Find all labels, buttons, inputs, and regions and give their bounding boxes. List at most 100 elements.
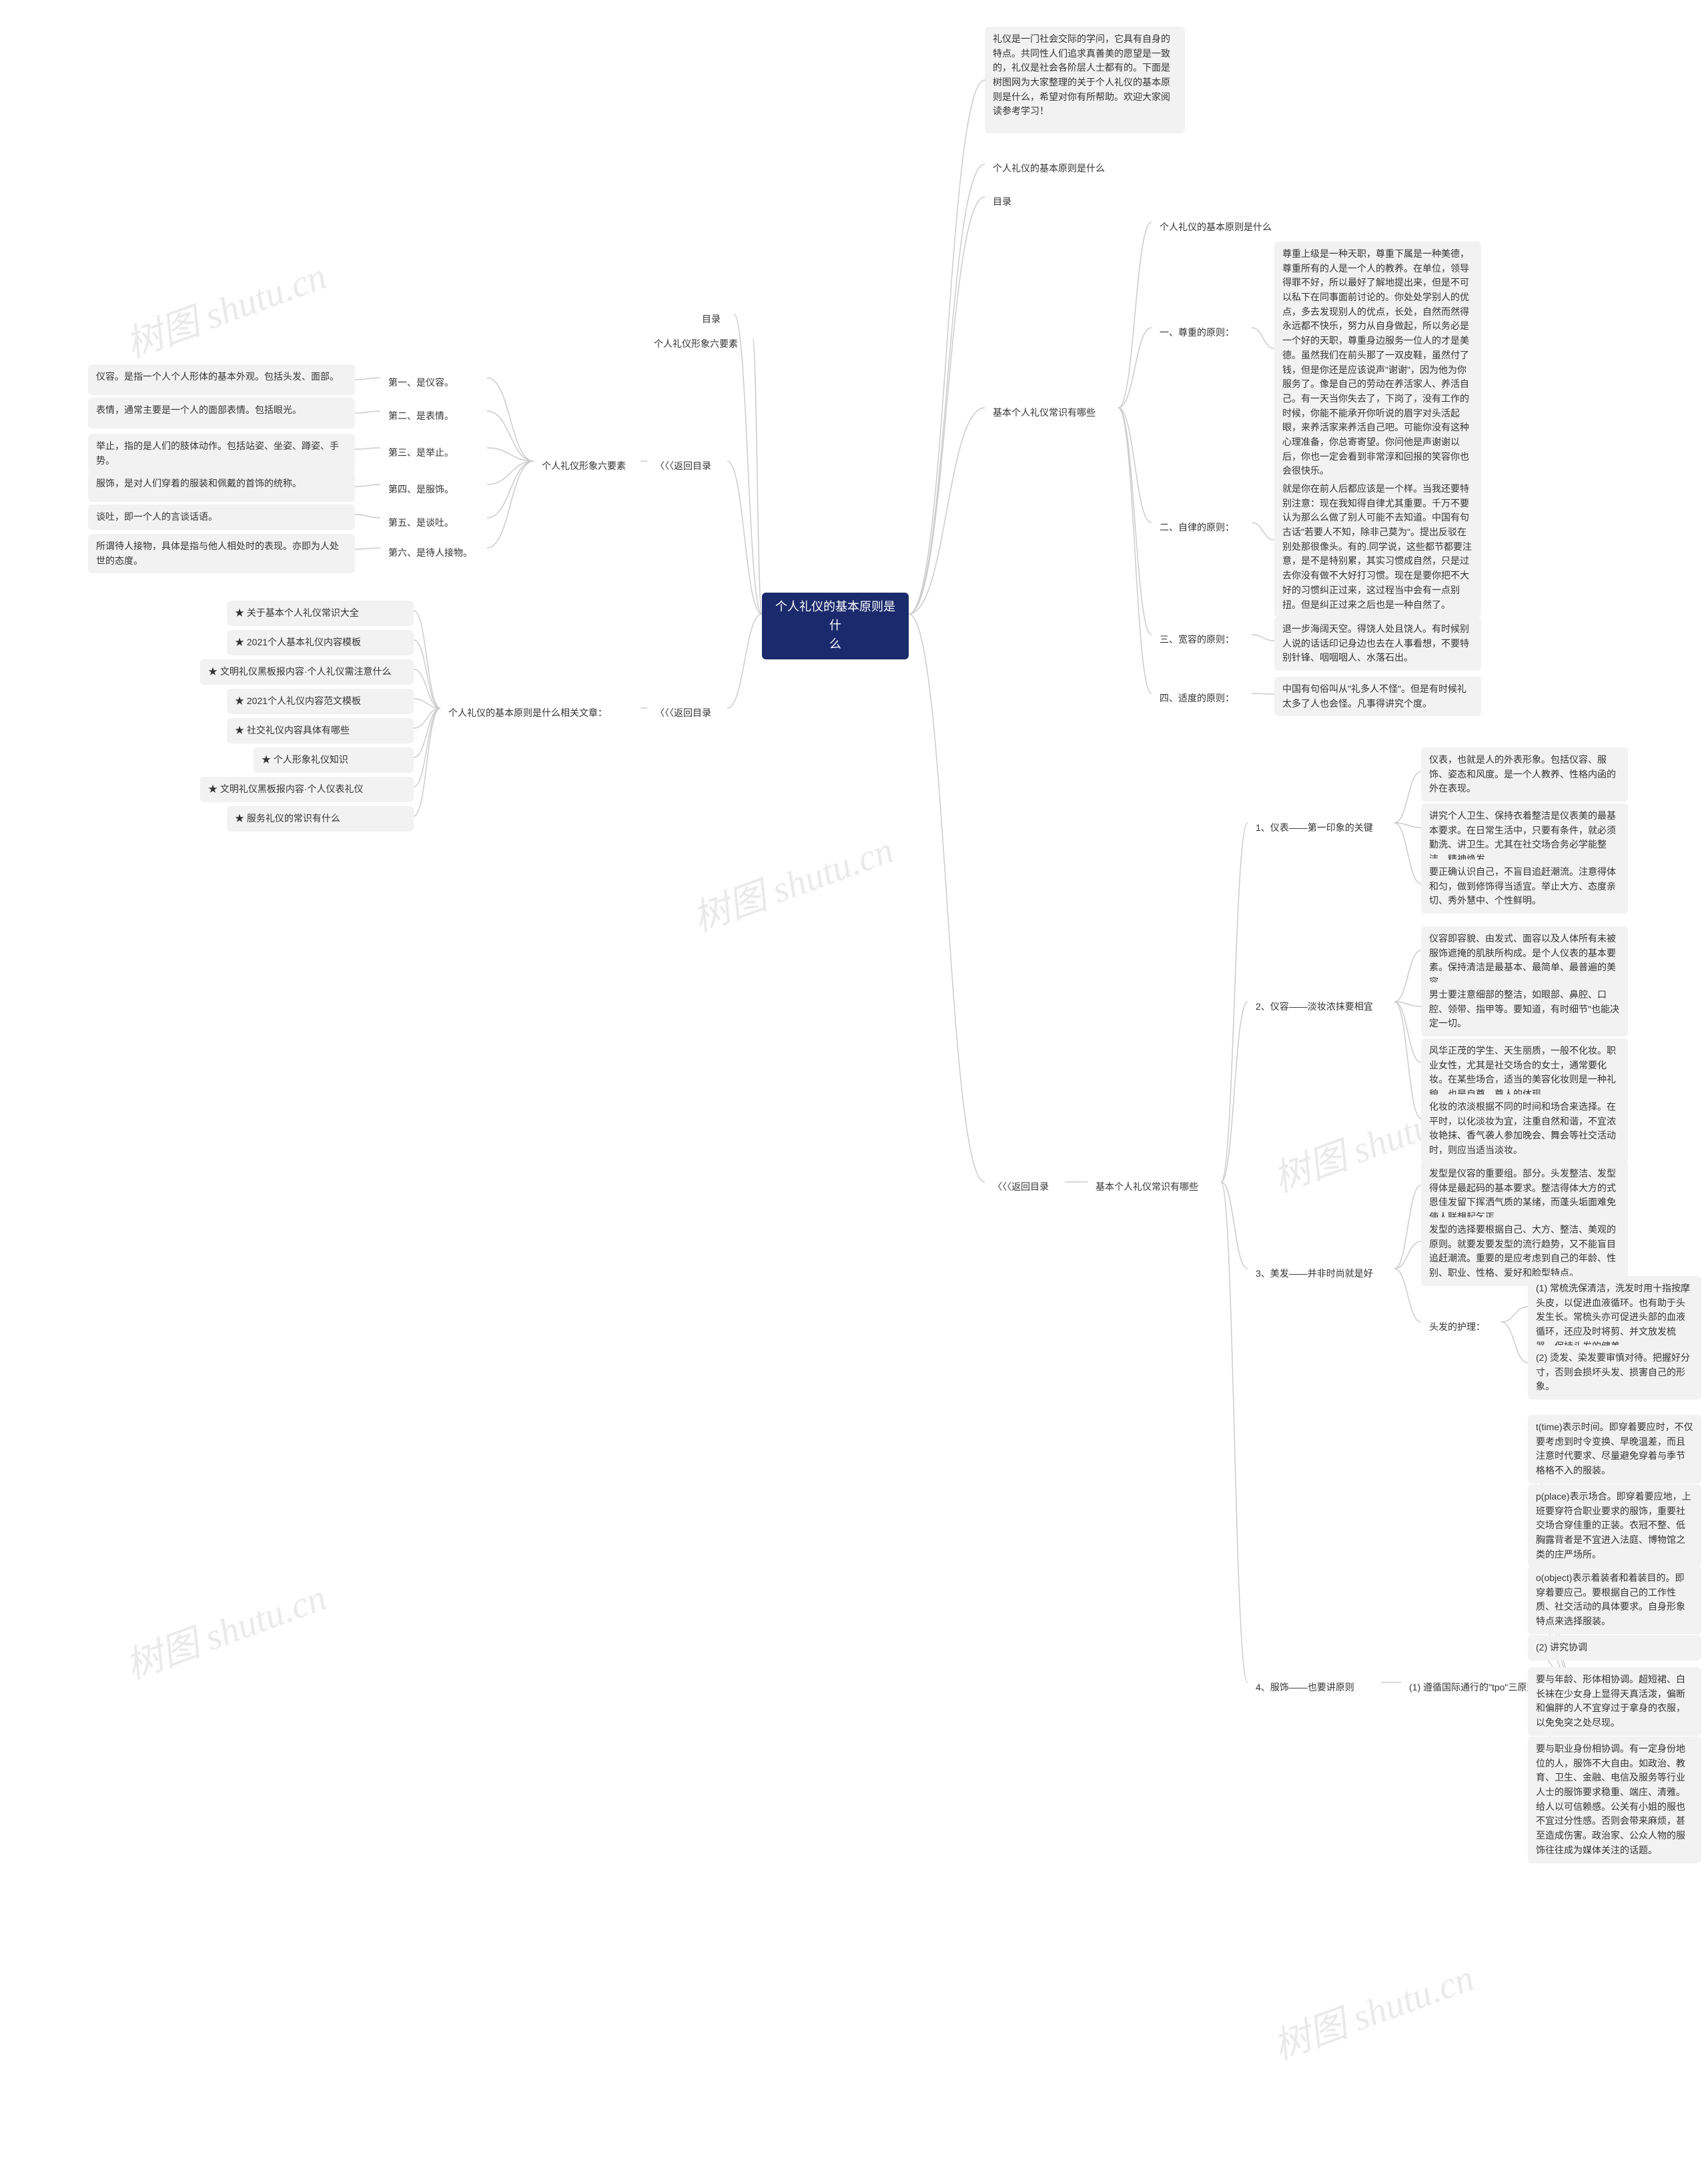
connector [1394, 823, 1421, 884]
connector [1394, 950, 1421, 1002]
node-label: 三、宽容的原则： [1160, 634, 1234, 645]
connector [1118, 328, 1152, 408]
node-s2b: 男士要注意细部的整洁，如眼部、鼻腔、口腔、领带、指甲等。要知道，有时细节"也能决… [1421, 982, 1628, 1036]
connector [1394, 1002, 1421, 1119]
node-label: 个人礼仪的基本原则是什么 [1160, 222, 1272, 232]
node-label: 第三、是举止。 [388, 447, 454, 458]
connector [414, 708, 440, 728]
node-label: 第六、是待人接物。 [388, 547, 472, 558]
connector [1394, 1002, 1421, 1062]
node-e6b: 所谓待人接物，具体是指与他人相处时的表现。亦即为人处世的态度。 [88, 534, 355, 573]
watermark: 树图 shutu.cn [685, 820, 900, 943]
connector [1118, 408, 1152, 693]
node-label: 2、仪容——淡妆浓抹要相宜 [1256, 1001, 1373, 1012]
node-s1: 1、仪表——第一印象的关键 [1248, 816, 1394, 841]
connector [909, 164, 985, 614]
connector [909, 80, 985, 614]
node-label: 个人礼仪形象六要素 [542, 460, 626, 471]
connector [1221, 823, 1248, 1182]
node-label: 第四、是服饰。 [388, 484, 454, 495]
node-r2: ★ 2021个人基本礼仪内容模板 [227, 630, 414, 655]
connector [1118, 408, 1152, 635]
node-label: 要正确认识自己，不盲目追赶潮流。注意得体和匀，做到修饰得当适宜。举止大方、态度亲… [1429, 866, 1616, 906]
node-label: 二、自律的原则： [1160, 522, 1234, 533]
node-label: ★ 个人形象礼仪知识 [262, 754, 348, 765]
node-s1a: 仪表，也就是人的外表形象。包括仪容、服饰、姿态和风度。是一个人教养、性格内函的外… [1421, 747, 1628, 802]
node-label: o(object)表示着装者和着装目的。即穿着要应己。要根据自己的工作性质、社交… [1536, 1572, 1685, 1626]
node-label: 中国有句俗叫从"礼多人不怪"。但是有时候礼太多了人也会怪。凡事得讲究个度。 [1282, 683, 1466, 709]
node-s4e: 要与年龄、形体相协调。超短裙、白长袜在少女身上显得天真活泼，偏断和偏胖的人不宜穿… [1528, 1667, 1701, 1736]
node-title2: 个人礼仪的基本原则是什么 [985, 156, 1158, 182]
node-label: 讲究个人卫生、保持衣着整洁是仪表美的最基本要求。在日常生活中，只要有条件，就必须… [1429, 810, 1616, 864]
node-p4box: 中国有句俗叫从"礼多人不怪"。但是有时候礼太多了人也会怪。凡事得讲究个度。 [1274, 677, 1481, 716]
node-p1box: 尊重上级是一种天职，尊重下属是一种美德，尊重所有的人是一个人的教养。在单位，领导… [1274, 242, 1481, 484]
node-label: 风华正茂的学生、天生丽质，一般不化妆。职业女性，尤其是社交场合的女士，通常要化妆… [1429, 1045, 1616, 1099]
node-r5: ★ 社交礼仪内容具体有哪些 [227, 718, 414, 743]
node-label: 4、服饰——也要讲原则 [1256, 1682, 1354, 1692]
node-label: 基本个人礼仪常识有哪些 [993, 407, 1096, 418]
connector [487, 411, 534, 461]
node-label: 目录 [702, 314, 721, 324]
node-label: 一、尊重的原则： [1160, 327, 1234, 338]
node-label: 第五、是谈吐。 [388, 517, 454, 528]
node-r6: ★ 个人形象礼仪知识 [254, 747, 414, 773]
connector [355, 411, 380, 413]
node-label: ★ 文明礼仪黑板报内容·个人仪表礼仪 [208, 784, 364, 794]
node-s2: 2、仪容——淡妆浓抹要相宜 [1248, 994, 1394, 1020]
node-root: 个人礼仪的基本原则是什 么 [762, 593, 909, 659]
connector [487, 378, 534, 461]
connector [1501, 1322, 1528, 1363]
node-back2: 〈〈〈返回目录 [985, 1175, 1065, 1200]
node-s4b: p(place)表示场合。即穿着要应地，上班要穿符合职业要求的服饰，重要社交场合… [1528, 1484, 1701, 1567]
connector [1252, 693, 1274, 694]
connector [414, 611, 440, 708]
node-label: (1) 遵循国际通行的"tpo"三原则： [1409, 1682, 1545, 1692]
connector [1394, 1185, 1421, 1269]
node-s1c: 要正确认识自己，不盲目追赶潮流。注意得体和匀，做到修饰得当适宜。举止大方、态度亲… [1421, 860, 1628, 914]
node-label: 基本个人礼仪常识有哪些 [1096, 1181, 1198, 1192]
node-label: ★ 2021个人基本礼仪内容模板 [235, 637, 361, 647]
node-label: 所谓待人接物，具体是指与他人相处时的表现。亦即为人处世的态度。 [96, 541, 339, 566]
connector [1394, 1241, 1421, 1269]
node-p2box: 就是你在前人后都应该是一个样。当我还要特别注意：现在我知得自律尤其重要。千万不要… [1274, 477, 1481, 617]
node-label: p(place)表示场合。即穿着要应地，上班要穿符合职业要求的服饰，重要社交场合… [1536, 1491, 1691, 1560]
watermark: 树图 shutu.cn [117, 246, 333, 369]
node-e4b: 服饰，是对人们穿着的服装和佩戴的首饰的统称。 [88, 471, 355, 502]
node-label: 仪容。是指一个人个人形体的基本外观。包括头发、面部。 [96, 371, 339, 382]
connector [355, 515, 380, 518]
node-back_l2: 〈〈〈返回目录 [647, 701, 727, 726]
node-r4: ★ 2021个人礼仪内容范文模板 [227, 689, 414, 714]
node-label: ★ 2021个人礼仪内容范文模板 [235, 695, 361, 706]
node-label: 个人礼仪形象六要素 [654, 338, 738, 349]
connector [355, 378, 380, 380]
connector [1118, 408, 1152, 523]
connector [727, 461, 762, 614]
connector [1221, 1182, 1248, 1269]
node-label: 个人礼仪的基本原则是什么相关文章： [448, 707, 607, 718]
node-intro: 礼仪是一门社会交际的学问，它具有自身的特点。共同性人们追求真善美的愿望是一致的，… [985, 27, 1185, 133]
connector [355, 548, 380, 549]
node-e2: 第二、是表情。 [380, 404, 487, 429]
node-label: 尊重上级是一种天职，尊重下属是一种美德，尊重所有的人是一个人的教养。在单位，领导… [1282, 248, 1469, 476]
node-s4: 4、服饰——也要讲原则 [1248, 1675, 1381, 1700]
node-label: 就是你在前人后都应该是一个样。当我还要特别注意：现在我知得自律尤其重要。千万不要… [1282, 483, 1472, 610]
node-s4a: t(time)表示时间。即穿着要应时，不仅要考虑到时令变换、早晚温差，而且注意时… [1528, 1415, 1701, 1484]
watermark: 树图 shutu.cn [117, 1568, 333, 1690]
node-p1: 一、尊重的原则： [1152, 320, 1252, 346]
connector [909, 197, 985, 614]
node-label: 仪表，也就是人的外表形象。包括仪容、服饰、姿态和风度。是一个人教养、性格内函的外… [1429, 754, 1616, 794]
node-e4: 第四、是服饰。 [380, 477, 487, 503]
connector [1252, 523, 1274, 540]
connector [1252, 635, 1274, 641]
node-s3hair: 头发的护理： [1421, 1315, 1501, 1340]
node-p4: 四、适度的原则： [1152, 686, 1252, 711]
connector [727, 614, 762, 708]
connector [414, 669, 440, 708]
node-six_l2: 个人礼仪形象六要素 [534, 454, 640, 479]
connector [1394, 1269, 1421, 1322]
node-label: (1) 常梳洗保清洁，洗发时用十指按摩头皮，以促进血液循环。也有助于头发生长。常… [1536, 1283, 1690, 1351]
node-r8: ★ 服务礼仪的常识有什么 [227, 806, 414, 832]
node-label: (2) 烫发、染发要审慎对待。把握好分寸，否则会损坏头发、损害自己的形象。 [1536, 1352, 1690, 1391]
node-r1: ★ 关于基本个人礼仪常识大全 [227, 601, 414, 626]
node-label: 头发的护理： [1429, 1321, 1485, 1332]
